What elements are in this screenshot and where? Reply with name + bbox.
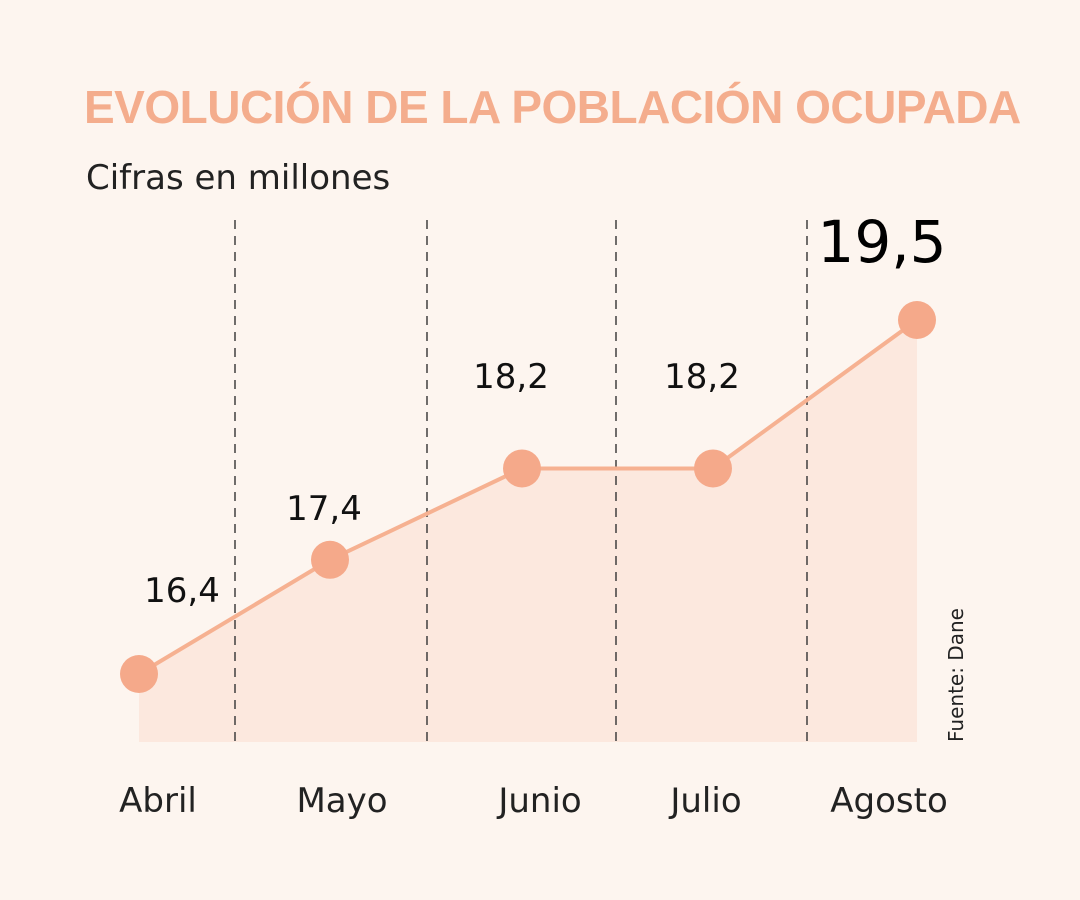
- data-point[interactable]: [120, 655, 158, 693]
- data-label: 18,2: [664, 357, 740, 397]
- x-tick-label: Mayo: [296, 781, 387, 821]
- x-tick-label: Abril: [119, 781, 197, 821]
- data-point[interactable]: [898, 301, 936, 339]
- data-point[interactable]: [311, 540, 349, 579]
- data-points: [120, 301, 936, 693]
- data-label-highlight: 19,5: [817, 208, 946, 276]
- dashed-dividers: [234, 220, 808, 742]
- data-label: 18,2: [473, 357, 549, 397]
- data-label: 17,4: [286, 489, 362, 529]
- source-note: Fuente: Dane: [944, 608, 968, 742]
- chart-title: EVOLUCIÓN DE LA POBLACIÓN OCUPADA: [84, 81, 1021, 133]
- data-point[interactable]: [694, 449, 732, 488]
- x-tick-label: Junio: [496, 781, 581, 821]
- data-labels: 16,4 17,4 18,2 18,2 19,5: [144, 208, 946, 611]
- x-tick-label: Julio: [668, 781, 741, 821]
- x-axis-ticks: Abril Mayo Junio Julio Agosto: [119, 781, 948, 821]
- data-point[interactable]: [503, 449, 541, 488]
- x-tick-label: Agosto: [830, 781, 948, 821]
- area-fill: [139, 320, 917, 742]
- chart-subtitle: Cifras en millones: [86, 158, 391, 198]
- data-label: 16,4: [144, 571, 220, 611]
